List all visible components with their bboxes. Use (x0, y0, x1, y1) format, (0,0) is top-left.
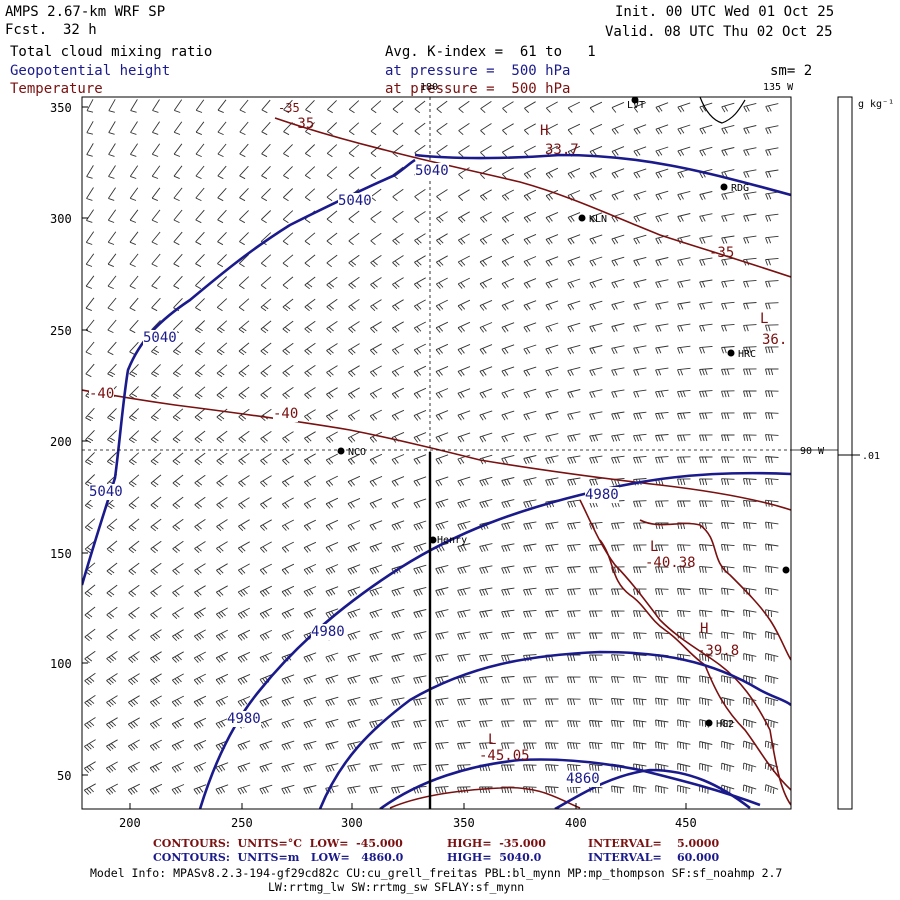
temp-label: -35 (278, 101, 300, 115)
forecast-label: Fcst. (5, 22, 48, 38)
temp-extremum-value: -40.38 (645, 555, 696, 571)
wind-barb-field (83, 99, 779, 795)
station-lvt: LVT (627, 100, 646, 111)
plot-frame (81, 96, 792, 810)
y-tick-300: 300 (50, 212, 72, 226)
temp-contour-east-2 (639, 519, 791, 661)
station-kln: KLN (589, 214, 608, 225)
height-label: 4860 (566, 771, 600, 787)
station-dot-nco (337, 447, 345, 455)
valid-time: Valid. 08 UTC Thu 02 Oct 25 (605, 24, 833, 40)
model-info-line2: LW:rrtmg_lw SW:rrtmg_sw SFLAY:sf_mynn (268, 880, 525, 894)
temp-label: -35 (709, 245, 735, 261)
footer-temp-contours: CONTOURS: UNITS=°C LOW= -45.000 (153, 837, 403, 850)
height-label: 4980 (311, 624, 345, 640)
station-dot-henry (429, 536, 437, 544)
smoothing-label: sm= 2 (770, 63, 813, 79)
height-label: 5040 (338, 193, 372, 209)
temp-contour-minus40 (82, 389, 791, 511)
temp-label: -40 (89, 386, 115, 402)
footer-temp-high: HIGH= -35.000 (447, 837, 546, 850)
station-rdg: RDG (731, 183, 750, 194)
y-tick-100: 100 (50, 657, 72, 671)
x-tick-250: 250 (231, 816, 253, 830)
height-contour-4860 (379, 758, 761, 809)
station-dot-hrc (727, 349, 735, 357)
temp-extremum-value: 36. (762, 332, 788, 348)
pressure-label-2: at pressure = 500 hPa (385, 81, 571, 97)
high-marker: H (540, 123, 549, 139)
station-dot-kln (578, 214, 586, 222)
height-contour-inner (554, 768, 751, 809)
temperature-contours (82, 117, 791, 809)
colorbar (837, 96, 853, 810)
y-tick-50: 50 (57, 769, 72, 783)
low-marker: L (650, 539, 659, 555)
temp-contour-east-3 (599, 539, 791, 791)
pressure-label-1: at pressure = 500 hPa (385, 63, 571, 79)
temp-field-label: Temperature (10, 81, 103, 97)
station-dot-edge (782, 566, 790, 574)
station-dot-hg2 (705, 719, 713, 727)
temp-label: -40 (273, 406, 299, 422)
height-contour-4980-a (198, 471, 791, 809)
lon-label-180: 180 (420, 82, 439, 93)
temp-contour-south (389, 786, 581, 809)
x-tick-200: 200 (119, 816, 141, 830)
station-dot-rdg (720, 183, 728, 191)
lon-label-90w: 90 W (800, 446, 825, 457)
forecast-hour: 32 h (63, 22, 97, 38)
height-contours (82, 153, 791, 809)
lon-label-135w: 135 W (763, 82, 794, 93)
y-tick-250: 250 (50, 324, 72, 338)
station-dot-lvt (631, 96, 639, 104)
footer-temp-interval: INTERVAL= 5.0000 (588, 837, 720, 850)
height-label: 5040 (415, 163, 449, 179)
temp-extremum-value: 33.7 (545, 142, 579, 158)
station-markers (337, 96, 790, 727)
y-tick-350: 350 (50, 101, 72, 115)
temp-contour-east-1 (579, 499, 791, 806)
temp-extremum-value: -39.8 (697, 643, 740, 659)
temp-label: -35 (289, 116, 315, 132)
model-info-line1: Model Info: MPASv8.2.3-194-gf29cd82c CU:… (90, 866, 783, 880)
coastline (699, 96, 746, 124)
wind-barbs (83, 99, 779, 795)
model-title: AMPS 2.67-km WRF SP (5, 4, 166, 20)
station-nco: NCO (348, 447, 367, 458)
x-tick-350: 350 (453, 816, 475, 830)
x-tick-450: 450 (675, 816, 697, 830)
height-contour-5040-b (82, 158, 416, 586)
height-contour-5040-a (414, 153, 791, 197)
station-hg2: HG2 (716, 719, 735, 730)
temp-extremum-value: -45.05 (479, 748, 530, 764)
colorbar-units: g kg⁻¹ (858, 99, 895, 110)
temp-contour-minus35 (274, 117, 791, 278)
init-time: Init. 00 UTC Wed 01 Oct 25 (615, 4, 835, 20)
colorbar-tick-label: .01 (862, 451, 881, 462)
footer-height-interval: INTERVAL= 60.000 (588, 851, 720, 864)
footer-height-high: HIGH= 5040.0 (447, 851, 542, 864)
height-label: 4980 (227, 711, 261, 727)
height-label: 4980 (585, 487, 619, 503)
y-tick-200: 200 (50, 435, 72, 449)
x-tick-400: 400 (565, 816, 587, 830)
height-contour-4980-b (318, 650, 791, 809)
height-label: 5040 (89, 484, 123, 500)
high-marker: H (700, 621, 709, 637)
footer-height-contours: CONTOURS: UNITS=m LOW= 4860.0 (153, 851, 404, 864)
x-tick-300: 300 (341, 816, 363, 830)
station-hrc: HRC (738, 349, 757, 360)
shaded-field-label: Total cloud mixing ratio (10, 44, 213, 60)
station-henry: Henry (437, 535, 468, 546)
height-label: 5040 (143, 330, 177, 346)
kindex-label: Avg. K-index = 61 to 1 (385, 44, 596, 60)
low-marker: L (760, 311, 769, 327)
y-tick-150: 150 (50, 547, 72, 561)
axis-ticks (82, 106, 687, 809)
low-marker: L (488, 732, 497, 748)
height-field-label: Geopotential height (10, 63, 171, 79)
